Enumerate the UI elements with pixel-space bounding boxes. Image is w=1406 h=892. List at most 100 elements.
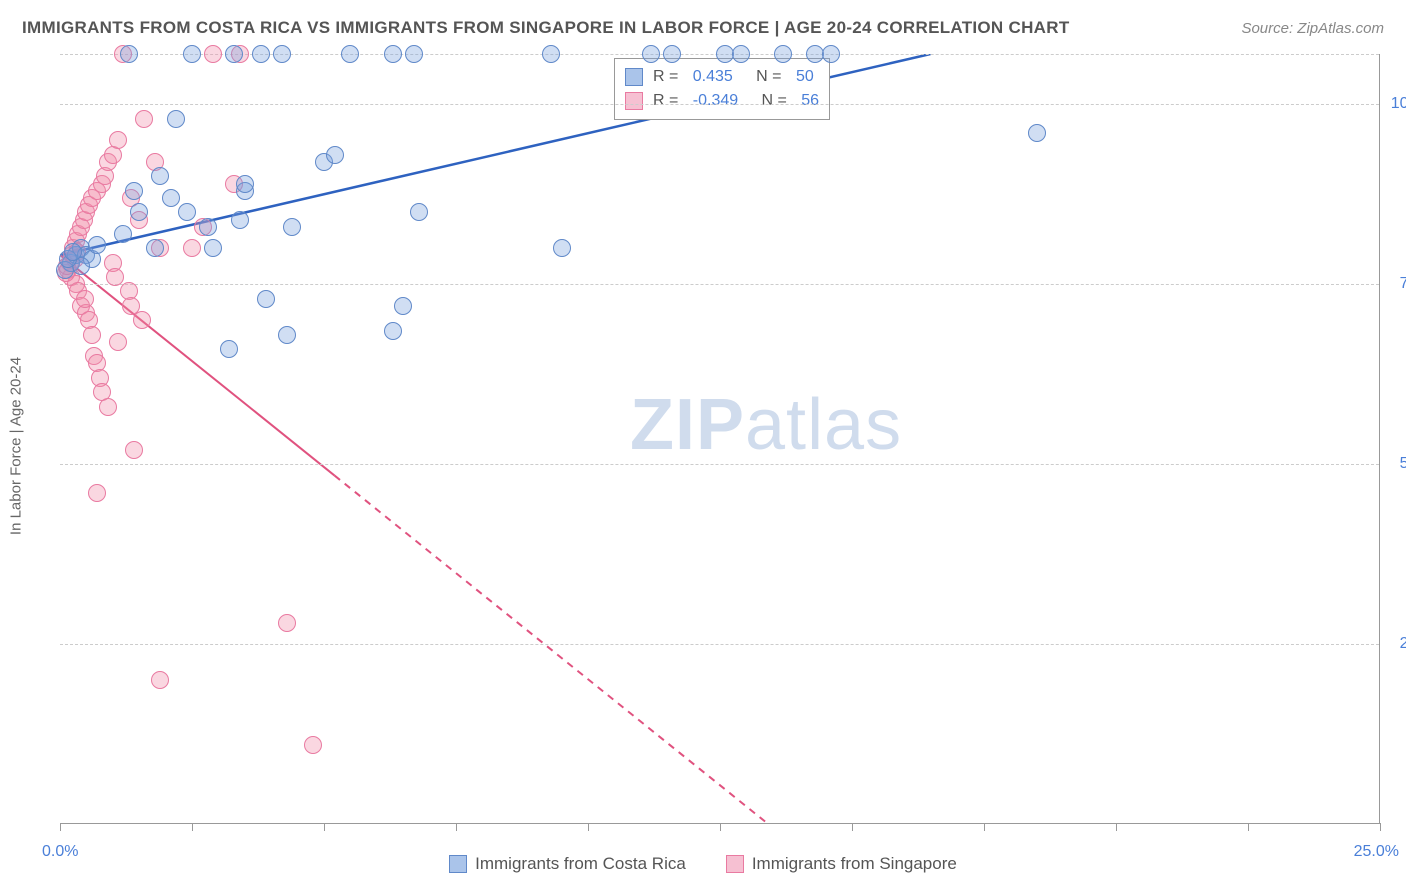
- scatter-point-blue: [822, 45, 840, 63]
- scatter-point-pink: [151, 671, 169, 689]
- scatter-point-blue: [257, 290, 275, 308]
- scatter-point-blue: [542, 45, 560, 63]
- x-tick: [984, 823, 985, 831]
- swatch-blue: [449, 855, 467, 873]
- scatter-point-blue: [231, 211, 249, 229]
- scatter-point-blue: [64, 243, 82, 261]
- scatter-point-pink: [99, 398, 117, 416]
- scatter-point-blue: [120, 45, 138, 63]
- corr-r-label: R =: [653, 65, 683, 89]
- scatter-point-blue: [183, 45, 201, 63]
- scatter-point-blue: [220, 340, 238, 358]
- trend-lines: [60, 54, 1379, 823]
- watermark: ZIPatlas: [630, 384, 902, 466]
- corr-r-value: 0.435: [693, 65, 733, 89]
- scatter-point-blue: [384, 45, 402, 63]
- scatter-point-blue: [1028, 124, 1046, 142]
- x-tick: [1248, 823, 1249, 831]
- scatter-point-blue: [341, 45, 359, 63]
- y-tick-label: 75.0%: [1400, 275, 1406, 293]
- watermark-zip: ZIP: [630, 385, 745, 465]
- scatter-point-blue: [204, 239, 222, 257]
- legend-label-blue: Immigrants from Costa Rica: [475, 854, 686, 874]
- corr-legend-row: R = -0.349 N = 56: [625, 89, 819, 113]
- scatter-point-blue: [278, 326, 296, 344]
- scatter-point-blue: [236, 175, 254, 193]
- scatter-point-blue: [405, 45, 423, 63]
- scatter-point-pink: [204, 45, 222, 63]
- scatter-point-pink: [183, 239, 201, 257]
- scatter-point-pink: [106, 268, 124, 286]
- gridline: [60, 284, 1379, 285]
- x-tick: [588, 823, 589, 831]
- correlation-legend: R = 0.435 N = 50R = -0.349 N = 56: [614, 58, 830, 120]
- corr-n-value: 50: [796, 65, 814, 89]
- x-tick: [60, 823, 61, 831]
- scatter-point-blue: [151, 167, 169, 185]
- scatter-point-blue: [88, 236, 106, 254]
- watermark-atlas: atlas: [745, 385, 902, 465]
- scatter-point-blue: [732, 45, 750, 63]
- y-axis-label: In Labor Force | Age 20-24: [8, 357, 25, 535]
- corr-r-value: -0.349: [693, 89, 738, 113]
- corr-swatch-pink: [625, 92, 643, 110]
- scatter-point-blue: [384, 322, 402, 340]
- scatter-point-pink: [133, 311, 151, 329]
- scatter-point-blue: [394, 297, 412, 315]
- scatter-point-blue: [146, 239, 164, 257]
- scatter-plot: ZIPatlas R = 0.435 N = 50R = -0.349 N = …: [60, 54, 1380, 824]
- y-tick-label: 100.0%: [1391, 95, 1406, 113]
- scatter-point-pink: [304, 736, 322, 754]
- y-tick-label: 50.0%: [1400, 455, 1406, 473]
- scatter-point-blue: [178, 203, 196, 221]
- scatter-point-blue: [225, 45, 243, 63]
- scatter-point-blue: [162, 189, 180, 207]
- bottom-legend: Immigrants from Costa Rica Immigrants fr…: [0, 854, 1406, 874]
- scatter-point-blue: [774, 45, 792, 63]
- legend-item-blue: Immigrants from Costa Rica: [449, 854, 686, 874]
- scatter-point-blue: [114, 225, 132, 243]
- scatter-point-blue: [410, 203, 428, 221]
- x-tick: [852, 823, 853, 831]
- gridline: [60, 464, 1379, 465]
- corr-swatch-blue: [625, 68, 643, 86]
- scatter-point-blue: [326, 146, 344, 164]
- gridline: [60, 104, 1379, 105]
- x-tick: [1380, 823, 1381, 831]
- swatch-pink: [726, 855, 744, 873]
- scatter-point-pink: [278, 614, 296, 632]
- scatter-point-blue: [642, 45, 660, 63]
- corr-r-label: R =: [653, 89, 683, 113]
- x-tick: [1116, 823, 1117, 831]
- scatter-point-pink: [109, 131, 127, 149]
- scatter-point-pink: [135, 110, 153, 128]
- legend-item-pink: Immigrants from Singapore: [726, 854, 957, 874]
- x-tick: [720, 823, 721, 831]
- scatter-point-pink: [76, 290, 94, 308]
- scatter-point-blue: [199, 218, 217, 236]
- legend-label-pink: Immigrants from Singapore: [752, 854, 957, 874]
- scatter-point-blue: [252, 45, 270, 63]
- x-tick: [456, 823, 457, 831]
- scatter-point-blue: [167, 110, 185, 128]
- corr-n-value: 56: [801, 89, 819, 113]
- scatter-point-blue: [130, 203, 148, 221]
- y-tick-label: 25.0%: [1400, 635, 1406, 653]
- scatter-point-blue: [553, 239, 571, 257]
- scatter-point-pink: [109, 333, 127, 351]
- scatter-point-pink: [125, 441, 143, 459]
- scatter-point-pink: [88, 484, 106, 502]
- scatter-point-pink: [83, 326, 101, 344]
- scatter-point-blue: [283, 218, 301, 236]
- scatter-point-blue: [663, 45, 681, 63]
- source-label: Source: ZipAtlas.com: [1241, 20, 1384, 37]
- x-tick: [192, 823, 193, 831]
- gridline: [60, 644, 1379, 645]
- chart-title: IMMIGRANTS FROM COSTA RICA VS IMMIGRANTS…: [22, 18, 1070, 38]
- scatter-point-blue: [273, 45, 291, 63]
- scatter-point-blue: [125, 182, 143, 200]
- corr-n-label: N =: [743, 65, 786, 89]
- corr-legend-row: R = 0.435 N = 50: [625, 65, 819, 89]
- x-tick: [324, 823, 325, 831]
- corr-n-label: N =: [748, 89, 791, 113]
